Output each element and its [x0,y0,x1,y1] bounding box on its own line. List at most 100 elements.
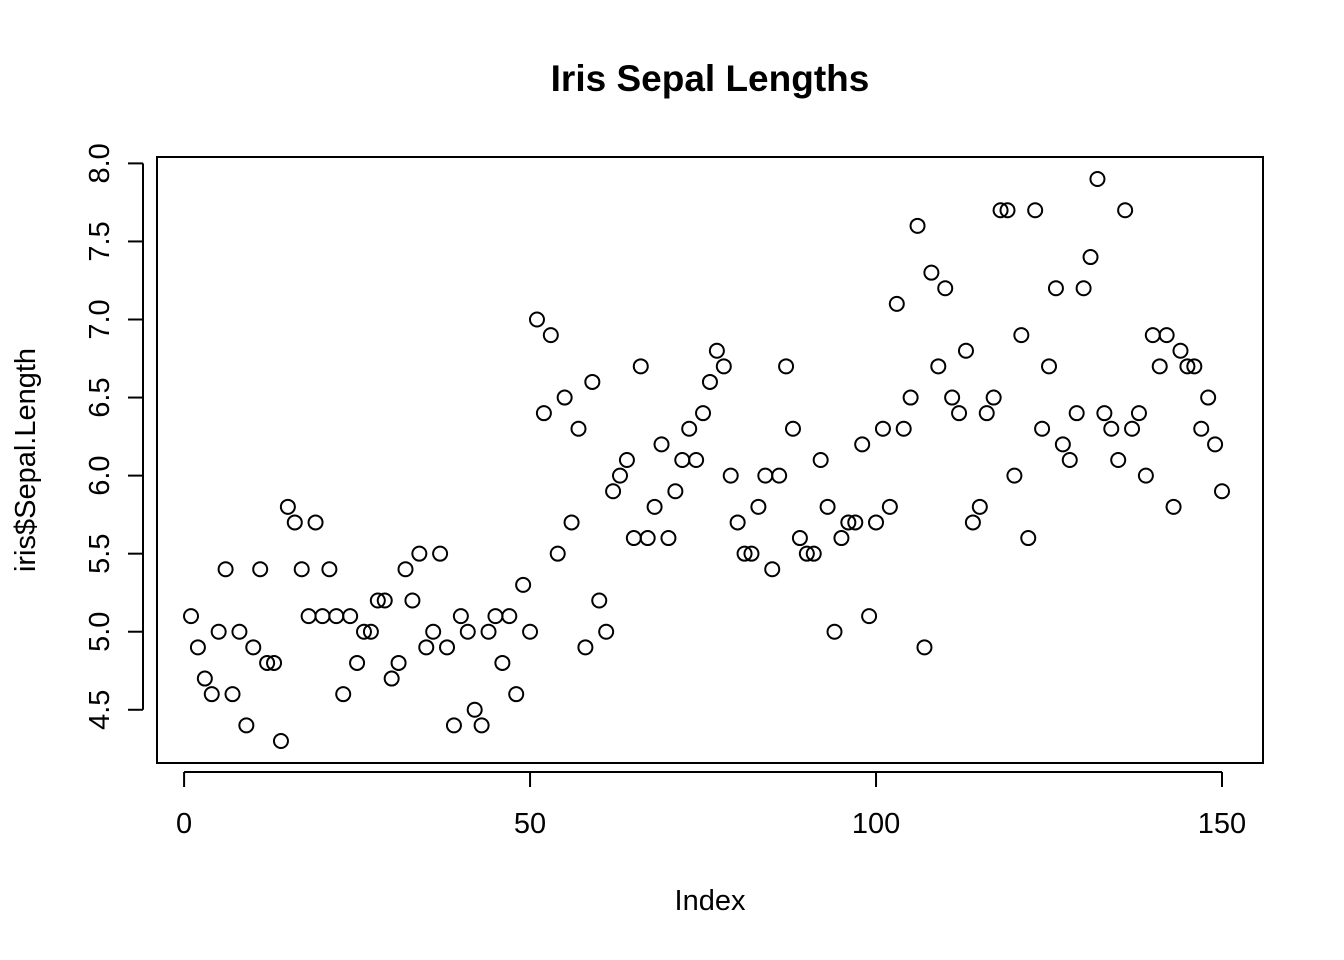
data-point [736,545,753,562]
data-point [1075,280,1092,297]
data-point [819,498,836,515]
data-point [293,561,310,578]
data-point [791,530,808,547]
data-point [1096,405,1113,422]
data-point [930,358,947,375]
data-point [868,514,885,531]
data-point [605,483,622,500]
y-tick-label: 7.0 [84,299,116,339]
data-point [501,608,518,625]
data-point [349,654,366,671]
data-point [743,545,760,562]
data-point [957,342,974,359]
data-point [625,530,642,547]
data-point [321,561,338,578]
data-points [183,171,1230,749]
x-axis: 0 50 100 150 [176,771,1246,840]
data-point [473,717,490,734]
data-point [1082,249,1099,266]
data-point [1144,327,1161,344]
data-point [798,545,815,562]
data-point [515,576,532,593]
data-point [452,608,469,625]
data-point [1214,483,1230,500]
y-axis-label: iris$Sepal.Length [10,348,42,572]
data-point [508,686,525,703]
data-point [252,561,269,578]
data-point [618,452,635,468]
data-point [397,561,414,578]
x-axis-label: Index [675,885,746,917]
data-point [245,639,262,656]
data-point [1193,420,1210,437]
data-point [646,498,663,515]
data-point [1020,530,1037,547]
data-point [494,654,511,671]
data-point [722,467,739,484]
data-point [362,623,379,640]
data-point [812,452,829,468]
data-point [272,733,289,749]
y-axis: 4.5 5.0 5.5 6.0 6.5 7.0 7.5 8.0 [84,143,144,730]
data-point [881,498,898,515]
data-point [701,373,718,390]
data-point [1200,389,1217,406]
data-point [383,670,400,687]
data-point [937,280,954,297]
data-point [771,467,788,484]
data-point [854,436,871,453]
data-point [439,639,456,656]
data-point [1034,420,1051,437]
data-point [411,545,428,562]
data-point [542,327,559,344]
data-point [314,608,331,625]
data-point [909,217,926,234]
data-point [729,514,746,531]
data-point [328,608,345,625]
data-point [1124,420,1141,437]
data-point [1006,467,1023,484]
data-point [425,623,442,640]
data-point [861,608,878,625]
y-tick-label: 8.0 [84,143,116,183]
data-point [778,358,795,375]
data-point [985,389,1002,406]
plot-frame [156,156,1264,764]
data-point [279,498,296,515]
data-point [203,686,220,703]
data-point [1179,358,1196,375]
data-point [833,530,850,547]
data-point [259,654,276,671]
data-point [1158,327,1175,344]
data-point [1061,452,1078,468]
data-point [951,405,968,422]
data-point [1027,202,1044,219]
data-point [708,342,725,359]
data-point [1186,358,1203,375]
data-point [895,420,912,437]
data-point [653,436,670,453]
data-point [660,530,677,547]
y-tick-label: 5.0 [84,612,116,652]
data-point [757,467,774,484]
data-point [695,405,712,422]
chart-title: Iris Sepal Lengths [551,58,870,99]
data-point [210,623,227,640]
data-point [1151,358,1168,375]
data-point [577,639,594,656]
x-tick-label: 0 [176,808,192,840]
data-point [487,608,504,625]
data-point [1165,498,1182,515]
data-point [535,405,552,422]
data-point [764,561,781,578]
data-point [688,452,705,468]
data-point [445,717,462,734]
data-point [1110,452,1127,468]
data-point [1172,342,1189,359]
data-point [466,701,483,718]
data-point [217,561,234,578]
data-point [266,654,283,671]
data-point [1068,405,1085,422]
data-point [390,654,407,671]
